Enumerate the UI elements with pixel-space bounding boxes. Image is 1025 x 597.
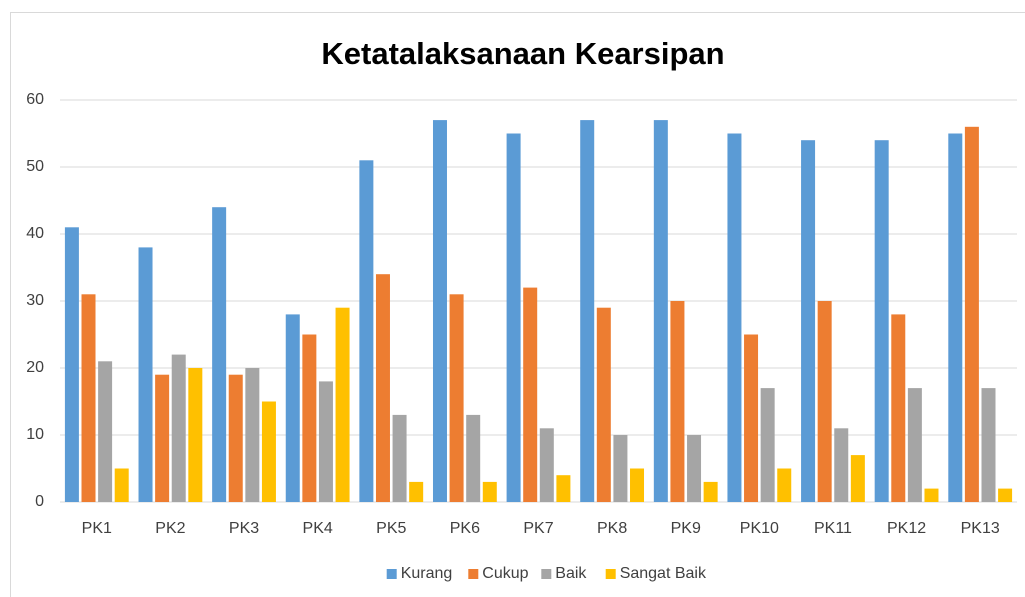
- x-tick-label: PK5: [376, 520, 406, 537]
- bar: [760, 388, 775, 502]
- y-tick-label: 20: [26, 359, 44, 376]
- bar: [817, 301, 832, 502]
- bar: [998, 488, 1013, 502]
- bar: [670, 301, 685, 502]
- bar: [834, 428, 849, 502]
- bar: [907, 388, 922, 502]
- bar: [744, 334, 759, 502]
- bar: [539, 428, 554, 502]
- bar: [432, 120, 447, 502]
- bar: [981, 388, 996, 502]
- bar: [375, 274, 390, 502]
- bar: [138, 247, 153, 502]
- bar: [874, 140, 889, 502]
- x-tick-label: PK11: [814, 520, 852, 537]
- x-tick-label: PK4: [303, 520, 333, 537]
- x-tick-label: PK12: [887, 520, 926, 537]
- bar: [466, 414, 481, 502]
- legend-swatch: [541, 569, 552, 579]
- x-tick-label: PK6: [450, 520, 480, 537]
- y-tick-label: 60: [26, 91, 44, 108]
- bar: [556, 475, 571, 502]
- x-tick-label: PK13: [961, 520, 1000, 537]
- y-tick-label: 30: [26, 292, 44, 309]
- x-tick-label: PK9: [671, 520, 701, 537]
- bar: [114, 468, 129, 502]
- y-tick-label: 10: [26, 426, 44, 443]
- bar: [482, 481, 497, 502]
- bar: [245, 368, 260, 502]
- bar: [777, 468, 792, 502]
- legend-label: Baik: [555, 565, 587, 582]
- bar: [964, 126, 979, 503]
- legend-label: Cukup: [482, 565, 528, 582]
- bar: [409, 481, 424, 502]
- bar: [850, 455, 865, 502]
- bar: [703, 481, 718, 502]
- bar: [261, 401, 276, 502]
- bar: [228, 374, 243, 502]
- bar: [801, 140, 816, 502]
- x-tick-label: PK8: [597, 520, 627, 537]
- chart-title: Ketatalaksanaan Kearsipan: [321, 36, 724, 71]
- legend-swatch: [386, 569, 397, 579]
- legend-swatch: [605, 569, 616, 579]
- legend-swatch: [468, 569, 479, 579]
- bar: [171, 354, 186, 502]
- bar: [335, 307, 350, 502]
- bar: [630, 468, 645, 502]
- bar: [596, 307, 611, 502]
- bar: [392, 414, 407, 502]
- bar: [81, 294, 96, 502]
- y-tick-label: 50: [26, 158, 44, 175]
- bar: [506, 133, 521, 502]
- bar: [891, 314, 906, 502]
- bar: [613, 435, 628, 502]
- y-tick-label: 40: [26, 225, 44, 242]
- x-tick-label: PK2: [155, 520, 185, 537]
- bar: [188, 368, 203, 502]
- x-tick-label: PK1: [82, 520, 112, 537]
- bar: [687, 435, 702, 502]
- legend-label: Sangat Baik: [620, 565, 707, 582]
- bar: [64, 227, 79, 503]
- x-tick-label: PK3: [229, 520, 259, 537]
- bar: [653, 120, 668, 502]
- bar: [359, 160, 374, 503]
- bar: [449, 294, 464, 502]
- legend-label: Kurang: [401, 565, 453, 582]
- bar: [580, 120, 595, 502]
- bar: [318, 381, 333, 502]
- bar: [212, 207, 227, 502]
- x-tick-label: PK10: [740, 520, 779, 537]
- bar: [285, 314, 300, 502]
- bar: [155, 374, 170, 502]
- bar: [302, 334, 317, 502]
- bar: [924, 488, 939, 502]
- x-tick-label: PK7: [523, 520, 553, 537]
- bar: [98, 361, 113, 502]
- y-tick-label: 0: [35, 493, 44, 510]
- bar: [727, 133, 742, 502]
- bar: [948, 133, 963, 502]
- bar: [523, 287, 538, 502]
